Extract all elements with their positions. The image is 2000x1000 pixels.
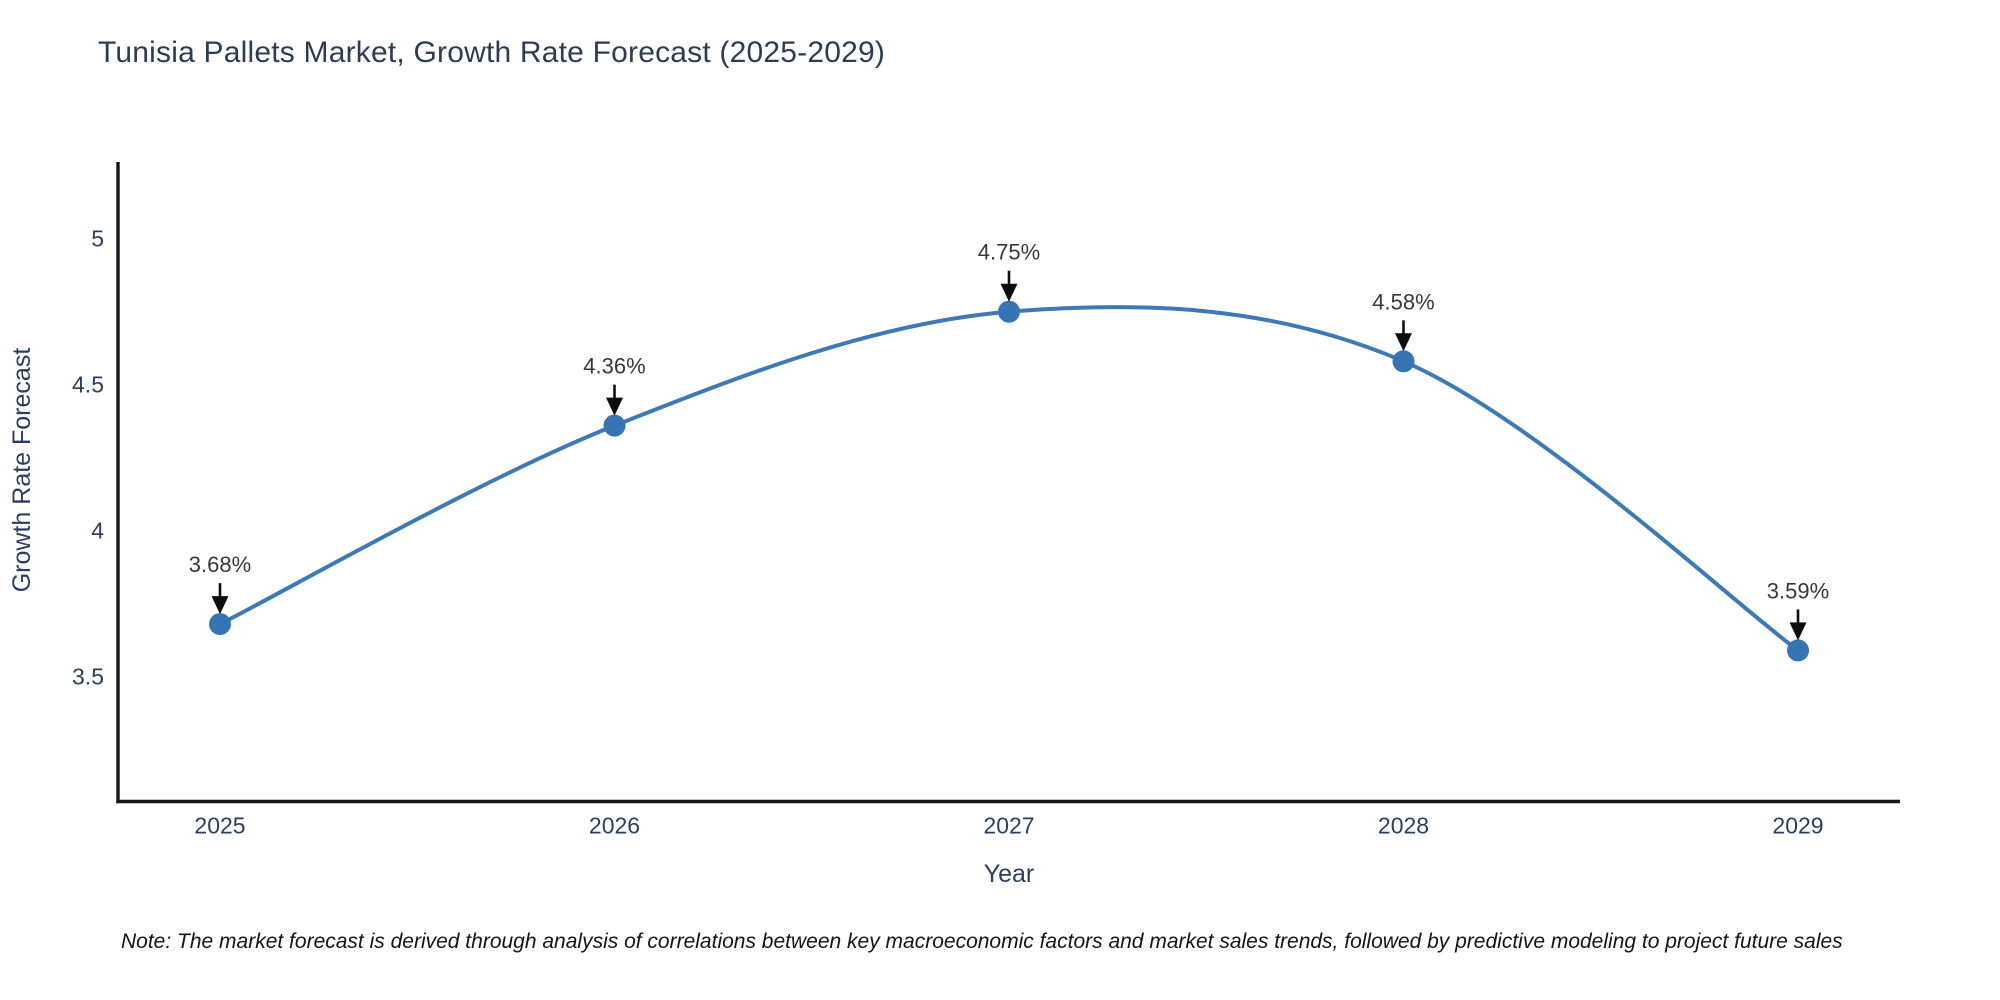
data-point-marker	[1392, 350, 1415, 373]
y-tick-label: 5	[91, 226, 104, 252]
y-tick-label: 3.5	[72, 664, 104, 690]
data-point-label: 4.58%	[1372, 289, 1434, 314]
x-tick-label: 2028	[1378, 813, 1429, 839]
data-point-marker	[209, 613, 231, 636]
data-point-annotation: 4.75%	[978, 240, 1040, 302]
x-tick-label: 2029	[1772, 813, 1823, 839]
annotation-arrowhead	[1789, 622, 1807, 641]
data-point-label: 4.75%	[978, 240, 1040, 265]
data-point-annotation: 3.59%	[1767, 578, 1829, 641]
data-point-annotation: 4.58%	[1372, 289, 1435, 352]
data-point-label: 4.36%	[583, 354, 645, 379]
annotation-arrowhead	[211, 596, 229, 615]
data-point-marker	[1787, 639, 1809, 662]
growth-rate-line-chart: 3.5 4 4.5 5 2025 2026 2027 2028 2029 Growth Rate …	[8, 162, 1900, 888]
y-tick-label: 4	[91, 518, 104, 544]
data-point-annotation: 3.68%	[189, 552, 251, 615]
y-axis-title: Growth Rate Forecast	[8, 348, 36, 593]
y-tick-label: 4.5	[72, 372, 104, 398]
data-point-annotation: 4.36%	[583, 354, 646, 416]
data-point-marker	[603, 414, 626, 437]
annotation-arrowhead	[606, 397, 623, 416]
chart-title: Tunisia Pallets Market, Growth Rate Fore…	[98, 36, 886, 69]
x-axis-title: Year	[984, 860, 1035, 888]
forecast-line	[218, 304, 1800, 653]
data-point-label: 3.68%	[189, 552, 251, 577]
annotation-arrowhead	[1395, 333, 1412, 352]
x-tick-label: 2027	[983, 813, 1034, 839]
data-point-marker	[998, 300, 1020, 323]
x-tick-label: 2026	[589, 813, 640, 839]
annotation-arrowhead	[1000, 283, 1018, 302]
x-tick-label: 2025	[194, 813, 245, 839]
data-point-label: 3.59%	[1767, 578, 1829, 603]
footnote: Note: The market forecast is derived thr…	[121, 930, 1843, 953]
